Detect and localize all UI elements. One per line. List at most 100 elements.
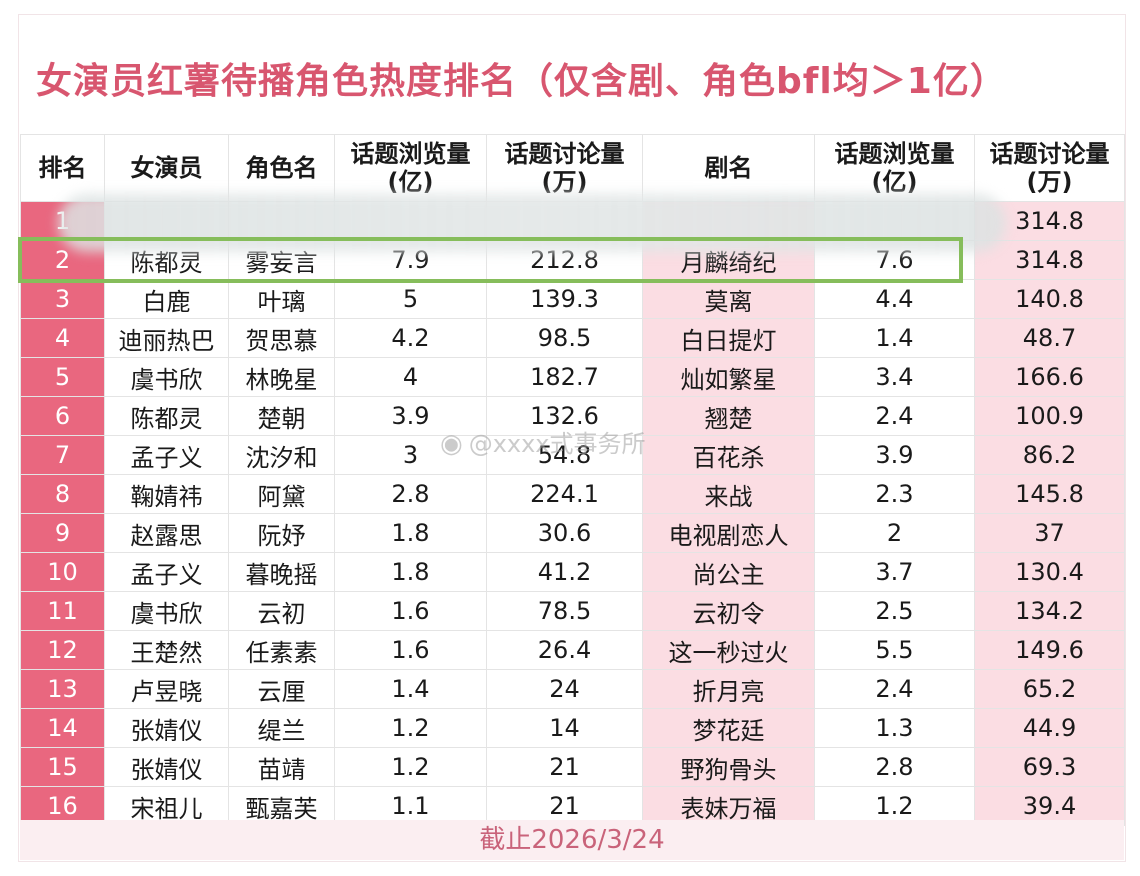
cell-role: 任素素 bbox=[228, 630, 335, 670]
cell-role-views: 1.4 bbox=[334, 669, 487, 709]
table-row: 4 迪丽热巴 贺思慕 4.2 98.5 白日提灯 1.4 48.7 bbox=[20, 318, 1125, 358]
cell-role: 云初 bbox=[228, 591, 335, 631]
cell-role-views: 4 bbox=[334, 357, 487, 397]
header-actress: 女演员 bbox=[104, 134, 229, 202]
cell-drama: 表妹万福 bbox=[642, 786, 815, 826]
cell-role-views: 2.8 bbox=[334, 474, 487, 514]
cell-drama-views: 5.5 bbox=[814, 630, 975, 670]
cell-role-disc: 132.6 bbox=[486, 396, 643, 436]
cell-role-disc: 98.5 bbox=[486, 318, 643, 358]
cell-drama: 折月亮 bbox=[642, 669, 815, 709]
cell-drama-views: 1.3 bbox=[814, 708, 975, 748]
cell-role-views: 5 bbox=[334, 279, 487, 319]
cell-role-disc: 41.2 bbox=[486, 552, 643, 592]
cell-role: 阮妤 bbox=[228, 513, 335, 553]
cell-drama-disc: 100.9 bbox=[974, 396, 1125, 436]
cell-drama-views: 3.7 bbox=[814, 552, 975, 592]
cell-role-disc: 139.3 bbox=[486, 279, 643, 319]
cell-role-views: 3 bbox=[334, 435, 487, 475]
cell-role-views: 3.9 bbox=[334, 396, 487, 436]
cell-actress: 鞠婧祎 bbox=[104, 474, 229, 514]
watermark: ◉ @xxxx式事务所 bbox=[440, 424, 646, 459]
table-row: 16 宋祖儿 甄嘉芙 1.1 21 表妹万福 1.2 39.4 bbox=[20, 786, 1125, 826]
cell-drama-disc: 149.6 bbox=[974, 630, 1125, 670]
cell-actress: 卢昱晓 bbox=[104, 669, 229, 709]
cell-drama-disc: 140.8 bbox=[974, 279, 1125, 319]
header-drama: 剧名 bbox=[642, 134, 815, 202]
header-drama-views-unit: (亿) bbox=[871, 168, 918, 196]
cell-role-views: 1.6 bbox=[334, 591, 487, 631]
cell-drama-views: 4.4 bbox=[814, 279, 975, 319]
cell-role-views: 1.8 bbox=[334, 552, 487, 592]
cell-drama-disc: 37 bbox=[974, 513, 1125, 553]
cell-rank: 9 bbox=[20, 513, 105, 553]
cell-role: 缇兰 bbox=[228, 708, 335, 748]
table-row: 15 张婧仪 苗靖 1.2 21 野狗骨头 2.8 69.3 bbox=[20, 747, 1125, 787]
page-title: 女演员红薯待播角色热度排名（仅含剧、角色bfl均＞1亿） bbox=[36, 61, 1007, 102]
cell-drama-views: 2.8 bbox=[814, 747, 975, 787]
cell-role-disc: 21 bbox=[486, 747, 643, 787]
header-drama-disc: 话题讨论量 (万) bbox=[974, 134, 1125, 202]
cell-drama: 莫离 bbox=[642, 279, 815, 319]
cell-role-views: 1.2 bbox=[334, 708, 487, 748]
cell-actress: 迪丽热巴 bbox=[104, 318, 229, 358]
cell-actress: 王楚然 bbox=[104, 630, 229, 670]
cell-role: 沈汐和 bbox=[228, 435, 335, 475]
cell-drama-views: 1.2 bbox=[814, 786, 975, 826]
header-row: 排名 女演员 角色名 话题浏览量 (亿) 话题讨论量 (万) 剧名 话题浏览量 … bbox=[20, 134, 1125, 202]
header-role-disc-unit: (万) bbox=[541, 168, 588, 196]
cell-drama-views: 1.4 bbox=[814, 318, 975, 358]
redaction-blur bbox=[58, 194, 1006, 252]
cell-drama: 野狗骨头 bbox=[642, 747, 815, 787]
cell-rank: 16 bbox=[20, 786, 105, 826]
cell-actress: 陈都灵 bbox=[104, 396, 229, 436]
table-row: 14 张婧仪 缇兰 1.2 14 梦花廷 1.3 44.9 bbox=[20, 708, 1125, 748]
cell-rank: 6 bbox=[20, 396, 105, 436]
table-row: 10 孟子义 暮晚摇 1.8 41.2 尚公主 3.7 130.4 bbox=[20, 552, 1125, 592]
cell-drama-views: 2.4 bbox=[814, 669, 975, 709]
cell-drama: 云初令 bbox=[642, 591, 815, 631]
cell-actress: 白鹿 bbox=[104, 279, 229, 319]
cell-role: 楚朝 bbox=[228, 396, 335, 436]
header-drama-disc-label: 话题讨论量 bbox=[989, 140, 1110, 168]
cell-drama-disc: 44.9 bbox=[974, 708, 1125, 748]
cell-drama: 白日提灯 bbox=[642, 318, 815, 358]
header-drama-views-label: 话题浏览量 bbox=[834, 140, 955, 168]
cell-role-disc: 24 bbox=[486, 669, 643, 709]
cell-role-disc: 224.1 bbox=[486, 474, 643, 514]
table-row: 11 虞书欣 云初 1.6 78.5 云初令 2.5 134.2 bbox=[20, 591, 1125, 631]
cell-drama: 尚公主 bbox=[642, 552, 815, 592]
cell-actress: 赵露思 bbox=[104, 513, 229, 553]
cell-rank: 10 bbox=[20, 552, 105, 592]
header-role-disc: 话题讨论量 (万) bbox=[486, 134, 643, 202]
cell-rank: 5 bbox=[20, 357, 105, 397]
cell-drama-views: 3.9 bbox=[814, 435, 975, 475]
cell-drama-disc: 134.2 bbox=[974, 591, 1125, 631]
header-rank: 排名 bbox=[20, 134, 105, 202]
cell-actress: 虞书欣 bbox=[104, 357, 229, 397]
cell-role: 贺思慕 bbox=[228, 318, 335, 358]
cell-rank: 3 bbox=[20, 279, 105, 319]
cell-role: 云厘 bbox=[228, 669, 335, 709]
cell-drama: 来战 bbox=[642, 474, 815, 514]
cell-rank: 4 bbox=[20, 318, 105, 358]
header-drama-disc-unit: (万) bbox=[1026, 168, 1073, 196]
cell-role: 暮晚摇 bbox=[228, 552, 335, 592]
header-role-views: 话题浏览量 (亿) bbox=[334, 134, 487, 202]
cell-drama: 灿如繁星 bbox=[642, 357, 815, 397]
cell-drama-views: 2.5 bbox=[814, 591, 975, 631]
cell-drama-disc: 145.8 bbox=[974, 474, 1125, 514]
cell-drama-views: 3.4 bbox=[814, 357, 975, 397]
cell-drama: 翘楚 bbox=[642, 396, 815, 436]
cell-drama-views: 2 bbox=[814, 513, 975, 553]
cell-drama-disc: 130.4 bbox=[974, 552, 1125, 592]
cell-role-disc: 182.7 bbox=[486, 357, 643, 397]
cell-actress: 孟子义 bbox=[104, 552, 229, 592]
cell-drama-views: 2.4 bbox=[814, 396, 975, 436]
cell-rank: 8 bbox=[20, 474, 105, 514]
table-row: 9 赵露思 阮妤 1.8 30.6 电视剧恋人 2 37 bbox=[20, 513, 1125, 553]
cell-rank: 15 bbox=[20, 747, 105, 787]
cell-role: 苗靖 bbox=[228, 747, 335, 787]
cell-role-views: 1.8 bbox=[334, 513, 487, 553]
cell-drama-disc: 48.7 bbox=[974, 318, 1125, 358]
